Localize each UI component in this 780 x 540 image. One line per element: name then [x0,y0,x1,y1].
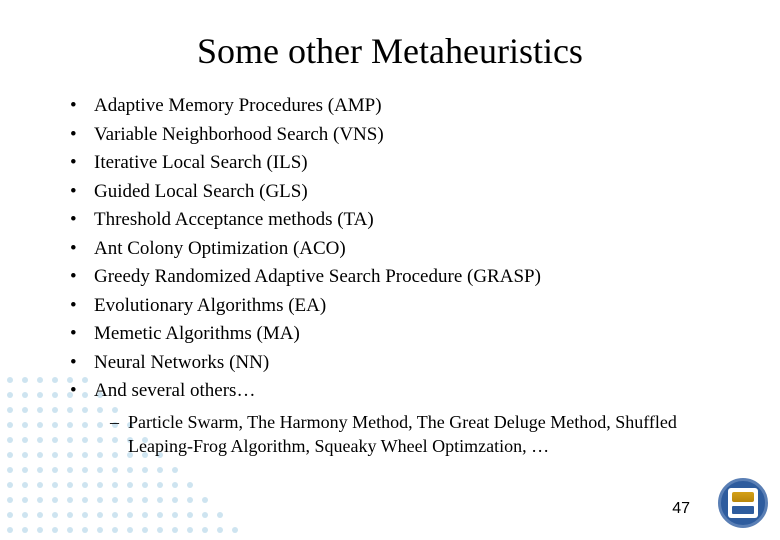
bullet-item: Neural Networks (NN) [70,349,730,378]
bullet-item: Adaptive Memory Procedures (AMP) [70,92,730,121]
main-bullet-list: Adaptive Memory Procedures (AMP) Variabl… [50,92,730,406]
logo-inner-icon [728,488,758,518]
institution-logo [718,478,768,528]
bullet-item: Evolutionary Algorithms (EA) [70,292,730,321]
page-number: 47 [672,500,690,518]
bullet-item: Variable Neighborhood Search (VNS) [70,121,730,150]
bullet-item: Threshold Acceptance methods (TA) [70,206,730,235]
slide-title: Some other Metaheuristics [50,30,730,72]
bullet-item: Iterative Local Search (ILS) [70,149,730,178]
bullet-item: And several others… [70,377,730,406]
slide-container: Some other Metaheuristics Adaptive Memor… [0,0,780,540]
bullet-item: Greedy Randomized Adaptive Search Proced… [70,263,730,292]
bullet-item: Guided Local Search (GLS) [70,178,730,207]
logo-circle-icon [718,478,768,528]
bullet-item: Memetic Algorithms (MA) [70,320,730,349]
sub-bullet-list: Particle Swarm, The Harmony Method, The … [50,410,730,459]
bullet-item: Ant Colony Optimization (ACO) [70,235,730,264]
sub-bullet-item: Particle Swarm, The Harmony Method, The … [110,410,730,459]
